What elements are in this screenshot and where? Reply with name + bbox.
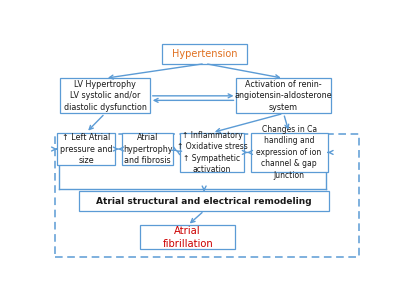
- FancyBboxPatch shape: [79, 191, 328, 211]
- Text: ↑ Inflammatory
↑ Oxidative stress
↑ Sympathetic
activation: ↑ Inflammatory ↑ Oxidative stress ↑ Symp…: [176, 131, 247, 174]
- Text: ↑ Left Atrial
pressure and
size: ↑ Left Atrial pressure and size: [60, 133, 112, 165]
- Text: Atrial structural and electrical remodeling: Atrial structural and electrical remodel…: [96, 197, 311, 206]
- FancyBboxPatch shape: [60, 78, 149, 113]
- Text: Activation of renin-
angiotensin-aldosterone
system: Activation of renin- angiotensin-aldoste…: [234, 80, 332, 112]
- FancyBboxPatch shape: [140, 225, 234, 249]
- FancyBboxPatch shape: [121, 133, 173, 166]
- Text: Atrial
hypertrophy
and fibrosis: Atrial hypertrophy and fibrosis: [122, 133, 172, 165]
- FancyBboxPatch shape: [162, 44, 247, 64]
- Text: Atrial
fibrillation: Atrial fibrillation: [162, 226, 213, 249]
- FancyBboxPatch shape: [250, 133, 327, 172]
- FancyBboxPatch shape: [57, 133, 115, 166]
- Text: Changes in Ca
handling and
expression of ion
channel & gap
Junction: Changes in Ca handling and expression of…: [256, 125, 321, 180]
- FancyBboxPatch shape: [236, 78, 330, 113]
- FancyBboxPatch shape: [179, 133, 244, 172]
- Text: LV Hypertrophy
LV systolic and/or
diastolic dysfunction: LV Hypertrophy LV systolic and/or diasto…: [64, 80, 146, 112]
- Text: Hypertension: Hypertension: [172, 49, 237, 59]
